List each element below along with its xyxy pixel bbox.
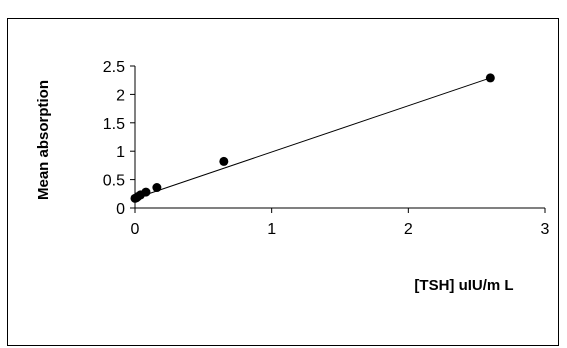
trendline-group <box>134 77 491 199</box>
axes <box>130 65 546 213</box>
trendline <box>134 77 491 199</box>
y-tick-label: 1 <box>116 144 125 161</box>
x-axis-title: [TSH] uIU/m L <box>414 277 513 294</box>
y-tick-label: 1.5 <box>103 116 125 133</box>
x-tick-label: 1 <box>267 221 276 238</box>
y-tick-label: 0 <box>116 201 125 218</box>
y-tick-label: 2 <box>116 87 125 104</box>
x-tick-label: 3 <box>541 221 550 238</box>
data-point <box>152 183 162 193</box>
data-point <box>485 73 495 83</box>
tick-labels: 0 1 2 3 0 0.5 1 1.5 2 2.5 <box>103 59 550 238</box>
y-tick-label: 2.5 <box>103 59 125 76</box>
data-points <box>130 73 495 203</box>
x-tick-label: 2 <box>404 221 413 238</box>
chart-frame <box>7 18 559 346</box>
data-point <box>219 156 229 166</box>
y-axis-title: Mean absorption <box>35 80 52 200</box>
x-tick-label: 0 <box>131 221 140 238</box>
data-point <box>141 187 151 197</box>
y-tick-label: 0.5 <box>103 173 125 190</box>
